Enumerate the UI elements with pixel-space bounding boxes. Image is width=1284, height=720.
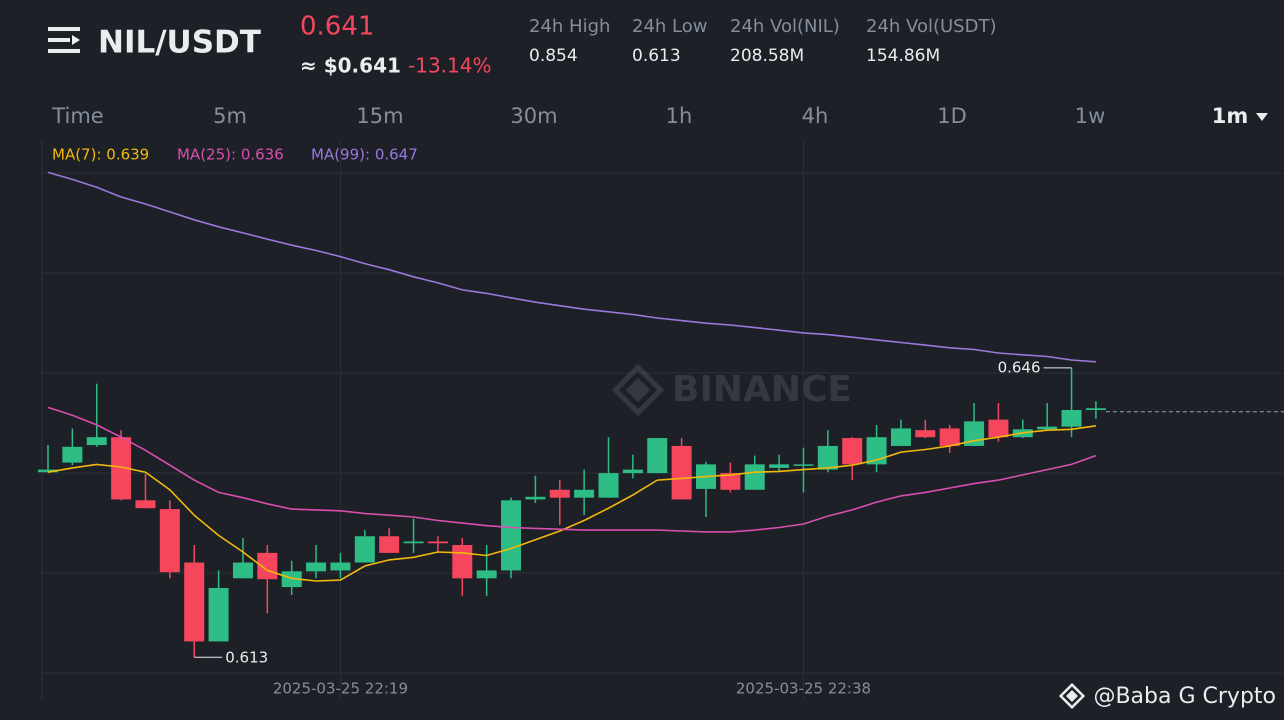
interval-tab[interactable]: Time [51,104,103,128]
stat-label: 24h Vol(NIL) [730,16,840,37]
candle-body [1037,426,1058,430]
candle-body [622,469,643,474]
ma-line [47,425,1097,582]
watermark-logo [625,377,651,403]
watermark-logo [611,363,665,417]
candle-body [574,489,595,498]
candle-body [817,445,838,470]
candle-body [86,437,107,446]
legend-entry: MA(99): 0.647 [311,146,418,164]
footer: @Baba G Crypto [1058,682,1276,710]
menu-bar [48,38,70,42]
stat-value: 208.58M [730,46,804,66]
candle-body [354,536,375,563]
candle-body [842,438,863,465]
candle-body [159,509,180,573]
candle-body [1085,408,1106,411]
footer-logo [1058,682,1086,710]
ma-line [47,406,1097,533]
candle-body [744,464,765,490]
candle-body [306,562,327,572]
legend-entry: MA(7): 0.639 [52,146,149,164]
candle-body [452,545,473,579]
candle-body [598,473,619,498]
candle-body [427,541,448,544]
watermark: BINANCE [611,363,852,417]
menu-icon[interactable] [48,27,80,53]
stat-label: 24h Low [632,16,707,37]
interval-tab[interactable]: 30m [510,104,557,128]
stat-label: 24h Vol(USDT) [866,16,996,37]
footer-credit: @Baba G Crypto [1093,684,1276,709]
price-change: -13.14% [408,54,491,78]
candle-body [208,587,229,642]
interval-tab[interactable]: 15m [356,104,403,128]
stat-value: 0.613 [632,46,681,66]
candle-body [281,571,302,588]
interval-tab[interactable]: 5m [213,104,247,128]
candle-body [184,562,205,642]
candle-body [720,473,741,490]
last-price: 0.641 [300,12,374,42]
ma-line [47,171,1096,363]
candle-body [501,500,522,571]
interval-tab[interactable]: 1m [1212,104,1249,128]
candle-body [988,419,1009,438]
candle-body [915,430,936,438]
candle-body [135,500,156,509]
legend-entry: MA(25): 0.636 [177,146,284,164]
candle-body [330,562,351,571]
interval-tab[interactable]: 1w [1075,104,1106,128]
stat-value: 154.86M [866,46,940,66]
candle-body [890,428,911,446]
watermark-text: BINANCE [672,369,852,410]
candle-body [793,464,814,466]
candle-body [647,438,668,474]
menu-bar [48,27,80,31]
candle-body [379,536,400,553]
usd-price: ≈ $0.641 [300,54,401,78]
interval-tab[interactable]: 1D [937,104,967,128]
candle-chart: 2025-03-25 22:19 2025-03-25 22:38 MA(7): 0… [38,140,1284,700]
candle-body [939,428,960,446]
candle-body [476,570,497,579]
interval-tabs: Time 5m 15m 30m 1h 4h 1D 1w 1m [51,104,1268,128]
max-label: 0.646 [998,358,1041,376]
candle-body [769,464,790,468]
menu-arrow [72,35,80,45]
stats: 24h High 0.854 24h Low 0.613 24h Vol(NIL) 208… [529,16,996,66]
stat-value: 0.854 [529,46,578,66]
candle-body [671,445,692,500]
x-tick-label: 2025-03-25 22:38 [736,680,871,698]
candle-body [62,446,83,463]
min-label: 0.613 [225,649,268,667]
candle-body [549,489,570,498]
pair-title: NIL/USDT [98,25,261,61]
candle-body [38,469,58,473]
candle-body [1061,410,1082,427]
candle-body [232,562,253,579]
stat-label: 24h High [529,16,610,37]
candle-body [525,496,546,500]
dropdown-arrow [1256,113,1268,121]
x-tick-label: 2025-03-25 22:19 [273,680,408,698]
interval-tab[interactable]: 1h [666,104,693,128]
menu-bar [48,49,80,53]
footer-logo [1065,689,1079,703]
candle-body [111,437,132,500]
candle-body [403,541,424,544]
interval-tab[interactable]: 4h [802,104,829,128]
